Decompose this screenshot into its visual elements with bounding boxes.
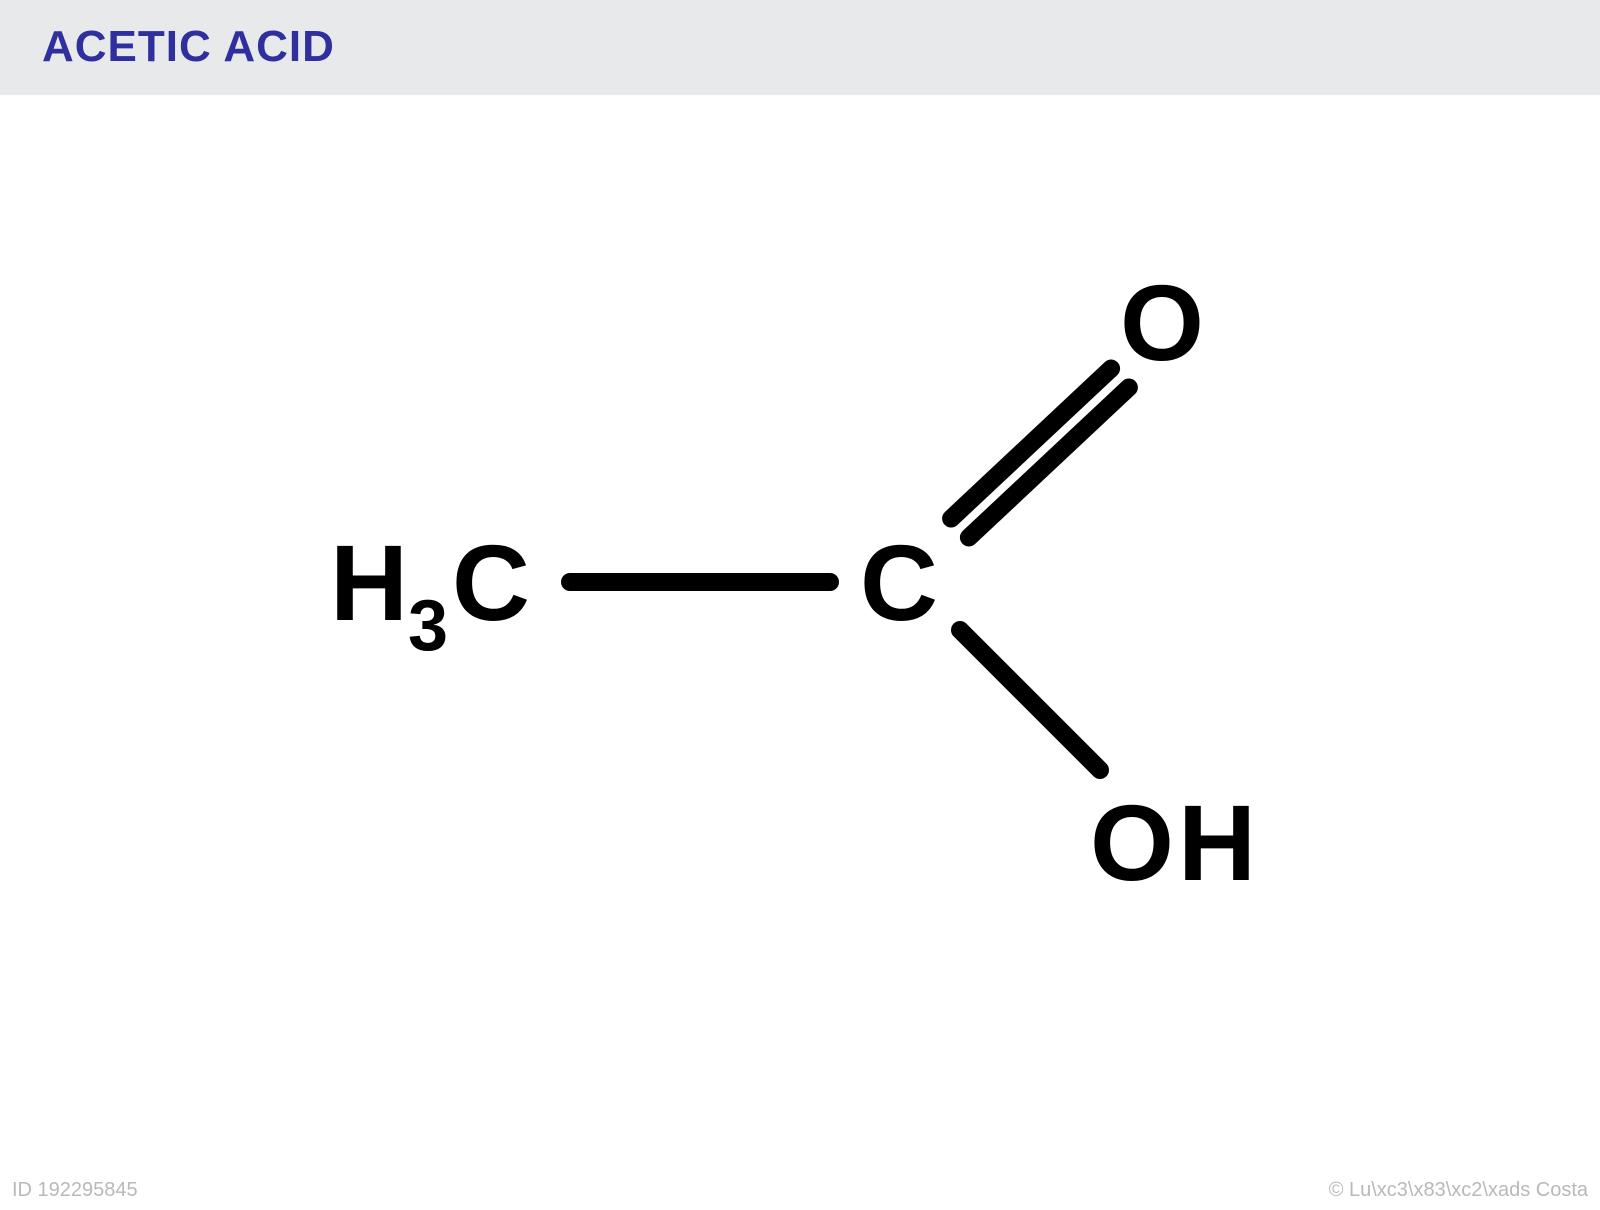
atom-label-CH3: H	[330, 522, 408, 643]
watermark-id: ID 192295845	[12, 1179, 138, 1202]
title-bar: ACETIC ACID	[0, 0, 1600, 95]
atom-label-O: O	[1120, 262, 1204, 383]
diagram-canvas: H3CCOOH ID 192295845 © Lu\xc3\x83\xc2\xa…	[0, 95, 1600, 1210]
atom-label-CH3: 3	[408, 586, 448, 666]
title-text: ACETIC ACID	[42, 22, 335, 71]
watermark-credit: © Lu\xc3\x83\xc2\xads Costa	[1329, 1179, 1588, 1202]
atom-label-C: C	[860, 522, 938, 643]
bond-line	[960, 630, 1100, 770]
atom-label-OH: H	[1178, 782, 1256, 903]
atom-label-CH3: C	[452, 522, 530, 643]
atom-label-OH: O	[1090, 782, 1174, 903]
bond-line	[969, 387, 1129, 537]
bond-line	[951, 369, 1111, 519]
molecule-svg: H3CCOOH	[0, 95, 1600, 1210]
